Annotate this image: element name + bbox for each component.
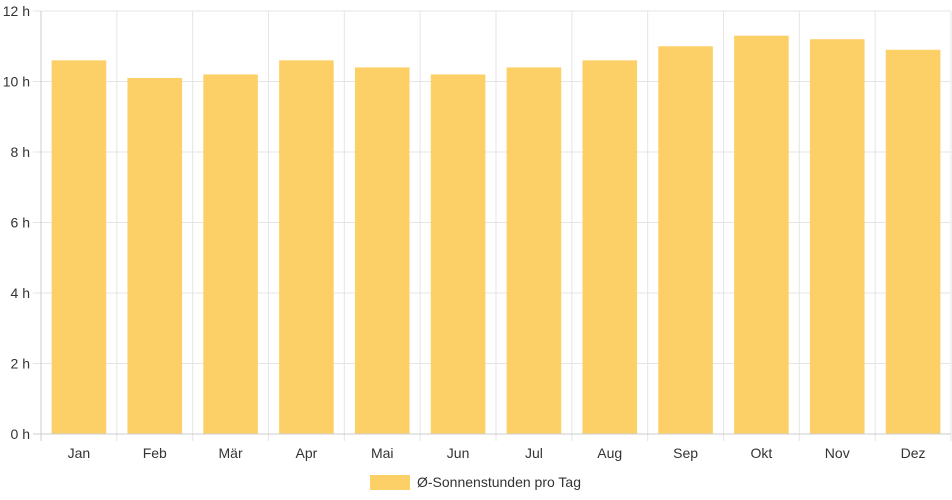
bar-jun	[430, 74, 486, 434]
y-tick-label: 12 h	[3, 3, 30, 19]
bar-nov	[809, 39, 865, 434]
axes: 0 h 2 h 4 h 6 h 8 h 10 h 12 h Jan Feb Mär Apr Mai Ju…	[3, 3, 951, 461]
x-tick-label: Mär	[219, 445, 243, 461]
bar-dez	[885, 49, 941, 435]
x-tick-label: Aug	[597, 445, 622, 461]
x-tick-label: Feb	[143, 445, 167, 461]
x-tick-label: Jun	[447, 445, 470, 461]
bar-sep	[658, 46, 713, 434]
grid-lines	[33, 10, 952, 441]
x-tick-label: Apr	[296, 445, 318, 461]
x-tick-label: Jul	[525, 445, 543, 461]
x-tick-label: Mai	[371, 445, 394, 461]
legend[interactable]: Ø-Sonnenstunden pro Tag	[370, 474, 581, 490]
bar-okt	[734, 35, 789, 435]
x-tick-label: Okt	[751, 445, 773, 461]
bar-feb	[127, 77, 183, 434]
bar-apr	[279, 60, 334, 434]
bar-aug	[582, 60, 638, 434]
legend-label[interactable]: Ø-Sonnenstunden pro Tag	[417, 474, 581, 490]
x-tick-label: Sep	[673, 445, 698, 461]
x-tick-label: Dez	[901, 445, 926, 461]
bar-jul	[506, 67, 562, 435]
bar-series	[51, 35, 941, 435]
y-tick-label: 2 h	[11, 356, 30, 372]
y-tick-label: 4 h	[11, 285, 30, 301]
x-tick-label: Nov	[825, 445, 850, 461]
legend-swatch[interactable]	[370, 475, 410, 490]
bar-jan	[51, 60, 107, 434]
bar-mär	[203, 74, 258, 434]
x-tick-label: Jan	[68, 445, 91, 461]
y-tick-label: 8 h	[11, 144, 30, 160]
y-tick-label: 0 h	[11, 426, 30, 442]
y-tick-label: 6 h	[11, 215, 30, 231]
bar-mai	[354, 67, 410, 435]
y-tick-label: 10 h	[3, 74, 30, 90]
